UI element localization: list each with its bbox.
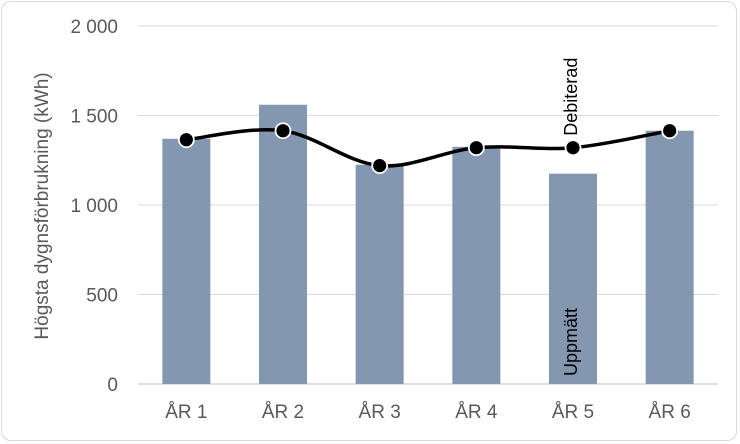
x-tick-labels: ÅR 1 ÅR 2 ÅR 3 ÅR 4 ÅR 5 ÅR 6 bbox=[165, 402, 691, 423]
y-tick-label: 0 bbox=[107, 375, 118, 396]
line-point-år-1 bbox=[177, 131, 195, 149]
line-point-år-5 bbox=[564, 139, 582, 157]
line-path bbox=[186, 128, 670, 168]
bar-år-6 bbox=[645, 130, 694, 384]
y-tick-label: 500 bbox=[86, 286, 118, 307]
x-tick-label: ÅR 3 bbox=[359, 402, 401, 423]
x-tick-label: ÅR 6 bbox=[649, 402, 691, 423]
line-point-år-2 bbox=[274, 122, 292, 140]
annotation-uppmätt: Uppmätt bbox=[561, 308, 581, 376]
x-tick-label: ÅR 1 bbox=[165, 402, 207, 423]
y-tick-labels: 0 500 1 000 1 500 2 000 bbox=[70, 17, 118, 396]
annotations: Debiterad Uppmätt bbox=[561, 58, 581, 376]
bar-år-2 bbox=[259, 104, 307, 384]
x-tick-label: ÅR 2 bbox=[262, 402, 304, 423]
bar-år-5 bbox=[549, 173, 597, 384]
line-series bbox=[177, 122, 679, 175]
bar-år-1 bbox=[162, 138, 211, 384]
x-tick-label: ÅR 5 bbox=[552, 402, 594, 423]
line-point-år-6 bbox=[661, 122, 679, 140]
line-point-år-4 bbox=[467, 139, 485, 157]
x-tick-label: ÅR 4 bbox=[455, 402, 498, 423]
y-tick-label: 2 000 bbox=[70, 17, 118, 38]
line-point-år-3 bbox=[371, 157, 389, 175]
y-axis-label: Högsta dygnsförbrukning (kWh) bbox=[32, 72, 53, 339]
gridlines bbox=[138, 25, 718, 385]
bar-år-3 bbox=[355, 164, 404, 384]
bar-år-4 bbox=[452, 146, 501, 384]
annotation-debiterad: Debiterad bbox=[561, 58, 581, 136]
y-tick-label: 1 000 bbox=[70, 196, 118, 217]
bars bbox=[162, 104, 694, 384]
y-tick-label: 1 500 bbox=[70, 107, 118, 128]
